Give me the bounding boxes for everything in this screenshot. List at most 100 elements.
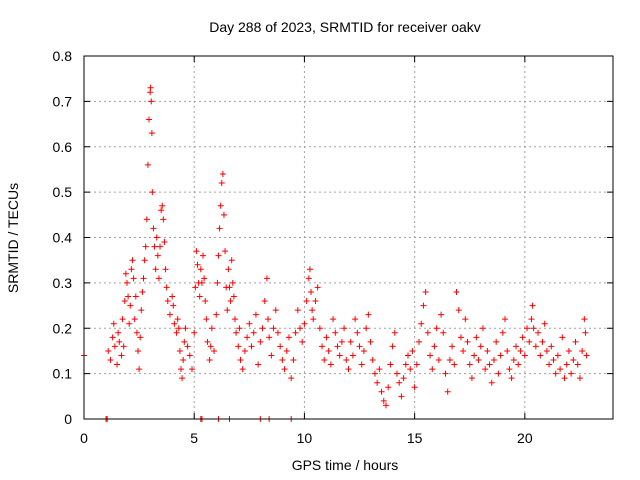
data-point	[405, 352, 412, 359]
data-point	[570, 357, 577, 364]
data-point	[435, 357, 442, 364]
data-point	[334, 343, 341, 350]
data-point	[374, 379, 381, 386]
data-point	[471, 352, 478, 359]
data-point	[427, 352, 434, 359]
data-point	[105, 347, 112, 354]
data-point	[200, 252, 207, 259]
data-point	[152, 266, 159, 273]
y-tick-label: 0.5	[53, 184, 73, 200]
data-point	[208, 325, 215, 332]
data-point	[582, 329, 589, 336]
data-point	[226, 284, 233, 291]
data-point	[135, 347, 142, 354]
data-point	[230, 293, 237, 300]
data-point	[246, 320, 253, 327]
data-point	[257, 338, 264, 345]
data-point	[380, 397, 387, 404]
data-point	[163, 284, 170, 291]
grid	[84, 56, 613, 419]
data-point	[579, 347, 586, 354]
data-point	[451, 361, 458, 368]
data-point	[316, 325, 323, 332]
data-point	[270, 325, 277, 332]
data-point	[550, 357, 557, 364]
data-point	[367, 338, 374, 345]
y-tick-label: 0.8	[53, 48, 73, 64]
data-point	[216, 225, 223, 232]
data-point	[583, 352, 590, 359]
data-point	[528, 316, 535, 323]
data-point	[468, 375, 475, 382]
data-point	[140, 275, 147, 282]
data-point	[192, 284, 199, 291]
data-point	[148, 130, 155, 137]
data-point	[166, 311, 173, 318]
data-point	[160, 216, 167, 223]
data-point	[546, 361, 553, 368]
x-tick-label: 15	[407, 430, 423, 446]
data-point	[431, 343, 438, 350]
data-point	[325, 347, 332, 354]
data-point	[529, 302, 536, 309]
data-point	[332, 329, 339, 336]
data-point	[244, 334, 251, 341]
data-point	[464, 338, 471, 345]
data-point	[215, 252, 222, 259]
data-point	[497, 352, 504, 359]
data-point	[148, 98, 155, 105]
data-point	[495, 370, 502, 377]
data-point	[418, 320, 425, 327]
data-point	[239, 366, 246, 373]
data-point	[407, 366, 414, 373]
data-point	[442, 370, 449, 377]
x-tick-label: 0	[80, 430, 88, 446]
data-point	[218, 180, 225, 187]
data-point	[109, 334, 116, 341]
data-point	[227, 298, 234, 305]
data-point	[420, 302, 427, 309]
data-point	[396, 379, 403, 386]
data-point	[162, 266, 169, 273]
x-tick-label: 20	[517, 430, 533, 446]
data-point	[294, 307, 301, 314]
data-point	[159, 202, 166, 209]
data-point	[274, 329, 281, 336]
data-point	[532, 343, 539, 350]
data-point	[301, 320, 308, 327]
data-point	[429, 366, 436, 373]
data-point	[115, 329, 122, 336]
data-point	[519, 334, 526, 341]
plot-frame	[83, 55, 614, 420]
data-point	[473, 334, 480, 341]
data-point	[241, 347, 248, 354]
data-point	[203, 316, 210, 323]
data-point	[369, 357, 376, 364]
data-point	[219, 170, 226, 177]
data-point	[237, 357, 244, 364]
data-point	[299, 338, 306, 345]
data-point	[127, 302, 134, 309]
data-point	[214, 279, 221, 286]
data-point	[477, 343, 484, 350]
data-point	[378, 388, 385, 395]
data-point	[272, 307, 279, 314]
data-point	[211, 347, 218, 354]
data-point	[158, 207, 165, 214]
data-point	[490, 357, 497, 364]
data-point	[184, 343, 191, 350]
data-point	[413, 361, 420, 368]
data-point	[576, 375, 583, 382]
data-point	[177, 366, 184, 373]
data-point	[387, 361, 394, 368]
x-axis-label: GPS time / hours	[292, 457, 399, 473]
data-point	[229, 279, 236, 286]
data-point	[453, 288, 460, 295]
data-point	[554, 352, 561, 359]
data-point	[449, 343, 456, 350]
data-point	[565, 347, 572, 354]
data-point	[263, 275, 270, 282]
y-tick-label: 0.2	[53, 320, 73, 336]
data-point	[517, 347, 524, 354]
data-point	[197, 266, 204, 273]
